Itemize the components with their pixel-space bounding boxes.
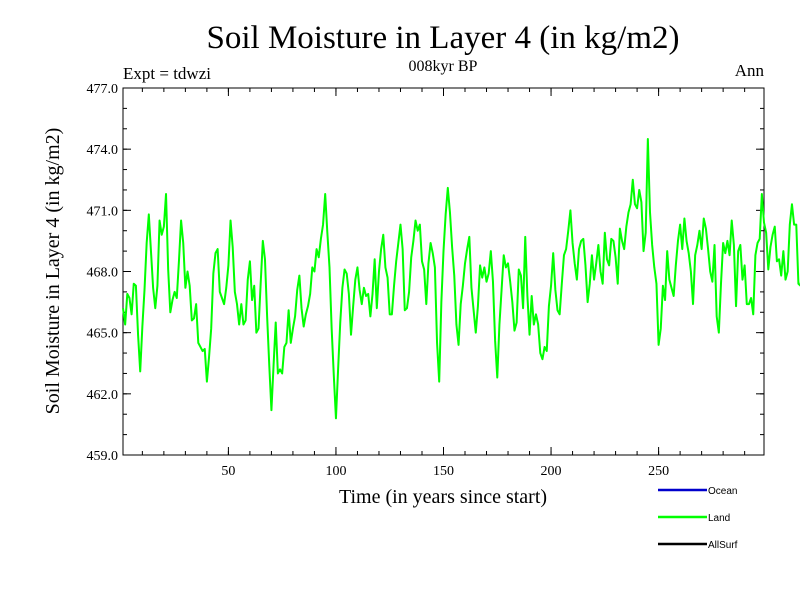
y-tick-label: 462.0 xyxy=(87,388,119,403)
y-tick-label: 471.0 xyxy=(87,204,119,219)
y-axis-label: Soil Moisture in Layer 4 (in kg/m2) xyxy=(42,128,64,415)
y-axis-ticks: 459.0 462.0 465.0 468.0 471.0 474.0 477.0 xyxy=(87,82,764,464)
x-tick-label: 100 xyxy=(325,464,346,479)
legend-label-allsurf: AllSurf xyxy=(708,540,738,551)
x-axis-label: Time (in years since start) xyxy=(339,486,547,508)
legend: Ocean Land AllSurf xyxy=(658,486,738,551)
x-tick-label: 150 xyxy=(433,464,454,479)
series-line-land xyxy=(122,137,800,420)
legend-label-land: Land xyxy=(708,513,730,524)
x-tick-label: 200 xyxy=(541,464,562,479)
chart-subtitle: 008kyr BP xyxy=(409,58,478,75)
x-tick-label: 250 xyxy=(648,464,669,479)
experiment-label: Expt = tdwzi xyxy=(123,64,211,83)
x-axis-ticks: 50 100 150 200 250 xyxy=(141,88,746,479)
season-label: Ann xyxy=(735,61,765,80)
chart-title: Soil Moisture in Layer 4 (in kg/m2) xyxy=(207,20,680,56)
y-tick-label: 477.0 xyxy=(87,82,119,97)
y-tick-label: 474.0 xyxy=(87,143,119,158)
y-tick-label: 465.0 xyxy=(87,327,119,342)
legend-label-ocean: Ocean xyxy=(708,486,737,497)
x-tick-label: 50 xyxy=(221,464,235,479)
series-layer xyxy=(122,137,800,420)
plot-area: 459.0 462.0 465.0 468.0 471.0 474.0 477.0 50 10… xyxy=(87,82,800,479)
y-tick-label: 468.0 xyxy=(87,266,119,281)
y-tick-label: 459.0 xyxy=(87,449,119,464)
